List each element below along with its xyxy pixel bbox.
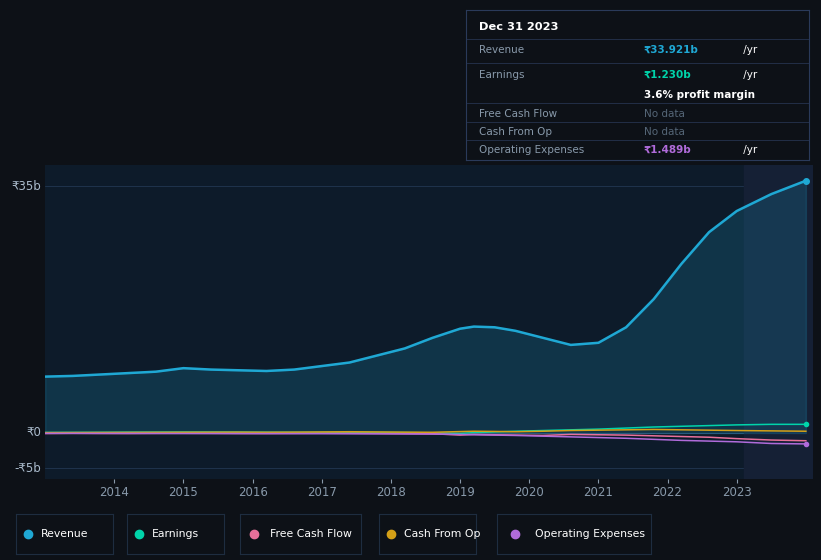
Text: /yr: /yr	[740, 145, 757, 155]
Text: Dec 31 2023: Dec 31 2023	[479, 22, 559, 32]
Text: No data: No data	[644, 127, 685, 137]
Text: Free Cash Flow: Free Cash Flow	[270, 529, 352, 539]
Text: Revenue: Revenue	[40, 529, 88, 539]
Text: ₹1.230b: ₹1.230b	[644, 70, 692, 80]
Bar	[744, 165, 813, 479]
Text: 3.6% profit margin: 3.6% profit margin	[644, 90, 755, 100]
Text: -₹5b: -₹5b	[15, 462, 41, 475]
Text: /yr: /yr	[740, 70, 757, 80]
Text: ₹0: ₹0	[26, 427, 41, 440]
Text: ₹33.921b: ₹33.921b	[644, 45, 699, 55]
Text: Earnings: Earnings	[479, 70, 525, 80]
Text: Operating Expenses: Operating Expenses	[479, 145, 585, 155]
Text: No data: No data	[644, 109, 685, 119]
Text: Revenue: Revenue	[479, 45, 525, 55]
Text: ₹1.489b: ₹1.489b	[644, 145, 692, 155]
Text: Cash From Op: Cash From Op	[479, 127, 553, 137]
Text: Earnings: Earnings	[151, 529, 199, 539]
Text: /yr: /yr	[740, 45, 757, 55]
Text: Cash From Op: Cash From Op	[404, 529, 480, 539]
Text: Operating Expenses: Operating Expenses	[535, 529, 645, 539]
Text: Free Cash Flow: Free Cash Flow	[479, 109, 557, 119]
Text: ₹35b: ₹35b	[11, 180, 41, 193]
